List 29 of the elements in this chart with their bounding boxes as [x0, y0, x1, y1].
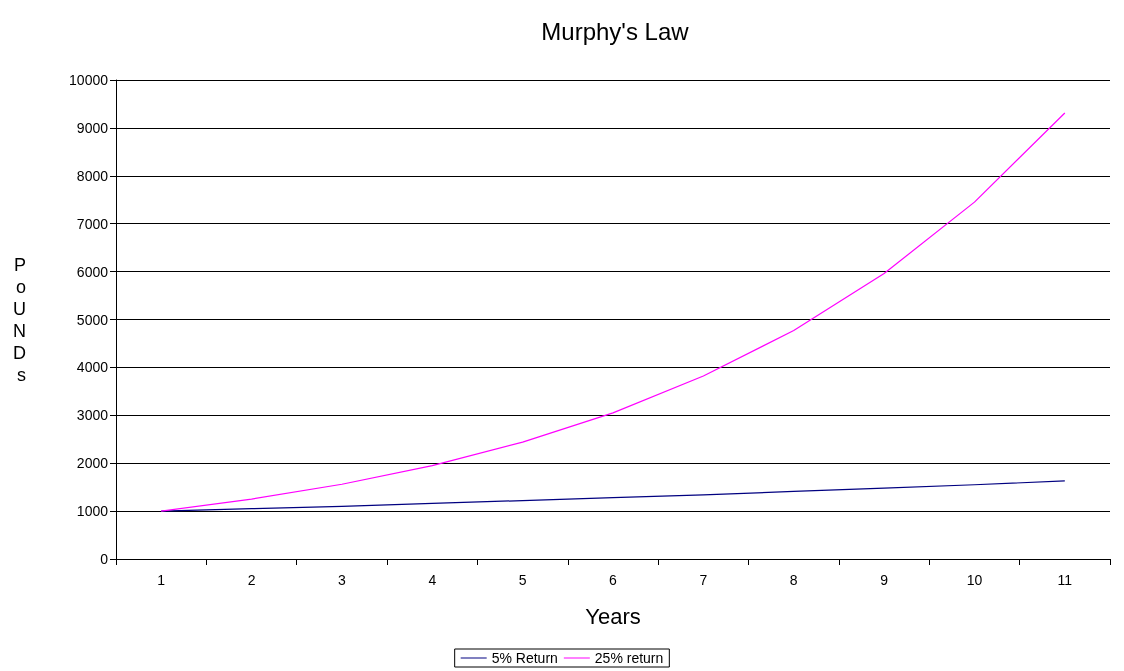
line-series — [160, 480, 1066, 512]
legend-label: 5% Return — [491, 650, 558, 666]
y-tick-label: 6000 — [76, 263, 109, 280]
x-tick-label: 2 — [247, 572, 256, 588]
y-axis-title: PoUNDs — [13, 254, 26, 385]
y-tick-label: 8000 — [76, 167, 109, 184]
y-tick-label: 10000 — [69, 72, 109, 88]
y-tick-label: 5000 — [76, 311, 109, 328]
chart-title: Murphy's Law — [541, 17, 690, 45]
x-tick-label: 3 — [338, 572, 347, 588]
x-tick-label: 10 — [966, 572, 983, 588]
x-axis-title: Years — [585, 603, 641, 629]
x-tick-label: 11 — [1057, 572, 1073, 588]
x-tick-label: 7 — [699, 572, 708, 588]
x-tick-label: 1 — [157, 572, 166, 588]
legend-label: 25% return — [594, 650, 664, 666]
x-tick-label: 5 — [518, 572, 527, 588]
y-tick-label: 1000 — [76, 503, 109, 520]
x-tick-label: 8 — [789, 572, 798, 588]
x-tick-label: 9 — [880, 572, 889, 588]
y-tick-label: 0 — [100, 551, 109, 567]
y-tick-label: 7000 — [76, 215, 109, 232]
line-series — [160, 112, 1066, 512]
y-tick-label: 2000 — [76, 455, 109, 472]
x-tick-label: 6 — [609, 572, 618, 588]
y-tick-label: 4000 — [76, 359, 109, 376]
y-tick-label: 9000 — [76, 119, 109, 136]
x-tick-label: 4 — [428, 572, 437, 588]
y-tick-label: 3000 — [76, 407, 109, 424]
